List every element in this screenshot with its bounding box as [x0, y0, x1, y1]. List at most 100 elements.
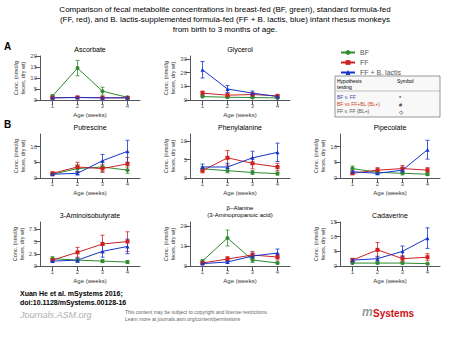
svg-text:Age (weeks): Age (weeks) [73, 190, 106, 196]
svg-text:feces, dry wt): feces, dry wt) [170, 61, 176, 94]
svg-text:feces, dry wt): feces, dry wt) [20, 61, 26, 94]
svg-text:#: # [399, 102, 403, 108]
svg-text:Conc. (nmol/g: Conc. (nmol/g [12, 227, 18, 261]
svg-text:5: 5 [334, 159, 338, 165]
svg-text:Phenylalanine: Phenylalanine [218, 124, 262, 132]
svg-text:4: 4 [126, 269, 130, 275]
svg-text:2: 2 [226, 269, 230, 275]
svg-text:◇: ◇ [399, 109, 404, 115]
svg-text:5: 5 [34, 86, 38, 92]
svg-text:doi:10.1128/mSystems.00128-16: doi:10.1128/mSystems.00128-16 [20, 299, 126, 307]
svg-text:4: 4 [276, 181, 280, 187]
svg-text:2: 2 [376, 181, 380, 187]
svg-text:Xuan He et al. mSystems 2016;: Xuan He et al. mSystems 2016; [20, 290, 123, 298]
svg-text:10: 10 [330, 234, 337, 240]
svg-text:Conc. (nmol/g: Conc. (nmol/g [163, 139, 169, 173]
svg-text:Putrescine: Putrescine [73, 124, 106, 131]
svg-text:3: 3 [101, 181, 105, 187]
svg-text:feces, dry wt): feces, dry wt) [320, 227, 326, 260]
svg-text:from birth to 3 months of age.: from birth to 3 months of age. [173, 25, 278, 34]
svg-text:10: 10 [180, 83, 187, 89]
svg-text:5: 5 [34, 159, 38, 165]
svg-text:2: 2 [76, 103, 80, 109]
svg-text:Conc. (nmol/g: Conc. (nmol/g [13, 61, 19, 95]
svg-text:Cadaverine: Cadaverine [372, 212, 408, 219]
svg-text:2: 2 [76, 181, 80, 187]
svg-text:Conc. (nmol/g: Conc. (nmol/g [13, 139, 19, 173]
svg-text:1: 1 [351, 181, 355, 187]
svg-text:Pipecolate: Pipecolate [374, 124, 407, 132]
svg-text:feces, dry wt): feces, dry wt) [320, 139, 326, 172]
svg-text:1: 1 [351, 269, 355, 275]
svg-text:4: 4 [126, 181, 130, 187]
svg-text:feces, dry wt): feces, dry wt) [170, 227, 176, 260]
svg-text:15: 15 [330, 219, 337, 225]
svg-text:FF v. FF (BL+): FF v. FF (BL+) [337, 108, 370, 114]
svg-text:15: 15 [30, 64, 37, 70]
svg-text:3: 3 [251, 269, 255, 275]
svg-text:4: 4 [276, 269, 280, 275]
svg-text:Age (weeks): Age (weeks) [73, 278, 106, 284]
svg-text:Conc. (nmol/g: Conc. (nmol/g [163, 227, 169, 261]
svg-text:0: 0 [334, 175, 338, 181]
svg-text:0: 0 [184, 97, 188, 103]
svg-text:4: 4 [276, 103, 280, 109]
svg-text:2: 2 [376, 269, 380, 275]
svg-text:10: 10 [180, 243, 187, 249]
svg-text:0: 0 [34, 263, 38, 269]
svg-text:7.5: 7.5 [29, 226, 38, 232]
svg-text:3: 3 [251, 103, 255, 109]
svg-text:10: 10 [30, 75, 37, 81]
svg-text:Symbol: Symbol [397, 78, 414, 84]
svg-text:BF: BF [360, 49, 369, 56]
svg-text:5: 5 [334, 248, 338, 254]
svg-text:Conc. (nmol/g: Conc. (nmol/g [163, 61, 169, 95]
svg-text:Glycerol: Glycerol [227, 46, 253, 54]
svg-text:3: 3 [251, 181, 255, 187]
svg-text:Ascorbate: Ascorbate [74, 46, 106, 53]
svg-text:1: 1 [201, 103, 205, 109]
svg-text:This content may be subject to: This content may be subject to copyright… [125, 309, 268, 315]
svg-text:Systems: Systems [373, 308, 415, 319]
svg-text:Age (weeks): Age (weeks) [373, 278, 406, 284]
svg-text:20: 20 [180, 223, 187, 229]
svg-text:(FF, red), and B. lactis-suppl: (FF, red), and B. lactis-supplemented fo… [60, 15, 390, 24]
svg-text:(3-Aminopropanoic acid): (3-Aminopropanoic acid) [207, 212, 272, 218]
svg-text:10: 10 [30, 144, 37, 150]
svg-text:3: 3 [401, 181, 405, 187]
svg-text:Age (weeks): Age (weeks) [223, 278, 256, 284]
svg-text:3: 3 [101, 269, 105, 275]
svg-text:5: 5 [34, 239, 38, 245]
svg-text:feces, dry wt): feces, dry wt) [20, 139, 26, 172]
svg-text:20: 20 [30, 53, 37, 59]
svg-text:10: 10 [180, 138, 187, 144]
svg-text:30: 30 [180, 56, 187, 62]
svg-text:1: 1 [201, 269, 205, 275]
svg-text:Learn more at journals.asm.org: Learn more at journals.asm.org/content/p… [125, 316, 241, 322]
svg-text:BF vs FF+BL (BL+): BF vs FF+BL (BL+) [337, 101, 380, 107]
svg-text:1: 1 [201, 181, 205, 187]
svg-text:FF: FF [360, 59, 369, 66]
svg-text:3-Aminoisobutyrate: 3-Aminoisobutyrate [60, 212, 120, 220]
svg-text:0: 0 [34, 97, 38, 103]
svg-text:m: m [362, 305, 373, 319]
svg-text:feces, dry wt): feces, dry wt) [170, 139, 176, 172]
svg-text:Age (weeks): Age (weeks) [373, 190, 406, 196]
svg-text:Journals.ASM.org: Journals.ASM.org [19, 310, 92, 320]
svg-text:Age (weeks): Age (weeks) [73, 112, 106, 118]
svg-text:A: A [4, 41, 11, 52]
svg-text:10: 10 [330, 144, 337, 150]
svg-text:4: 4 [426, 181, 430, 187]
svg-text:Conc. (nmol/g: Conc. (nmol/g [313, 139, 319, 173]
svg-text:1: 1 [51, 103, 55, 109]
svg-text:2.5: 2.5 [29, 251, 38, 257]
svg-text:2: 2 [226, 103, 230, 109]
svg-text:Age (weeks): Age (weeks) [223, 190, 256, 196]
svg-text:Age (weeks): Age (weeks) [223, 112, 256, 118]
svg-text:0: 0 [34, 175, 38, 181]
svg-text:testing: testing [337, 84, 352, 90]
svg-text:feces, dry wt): feces, dry wt) [19, 227, 25, 260]
svg-text:BF v. FF: BF v. FF [337, 94, 356, 100]
svg-text:4: 4 [126, 103, 130, 109]
svg-text:FF + B. lactis: FF + B. lactis [360, 69, 402, 76]
